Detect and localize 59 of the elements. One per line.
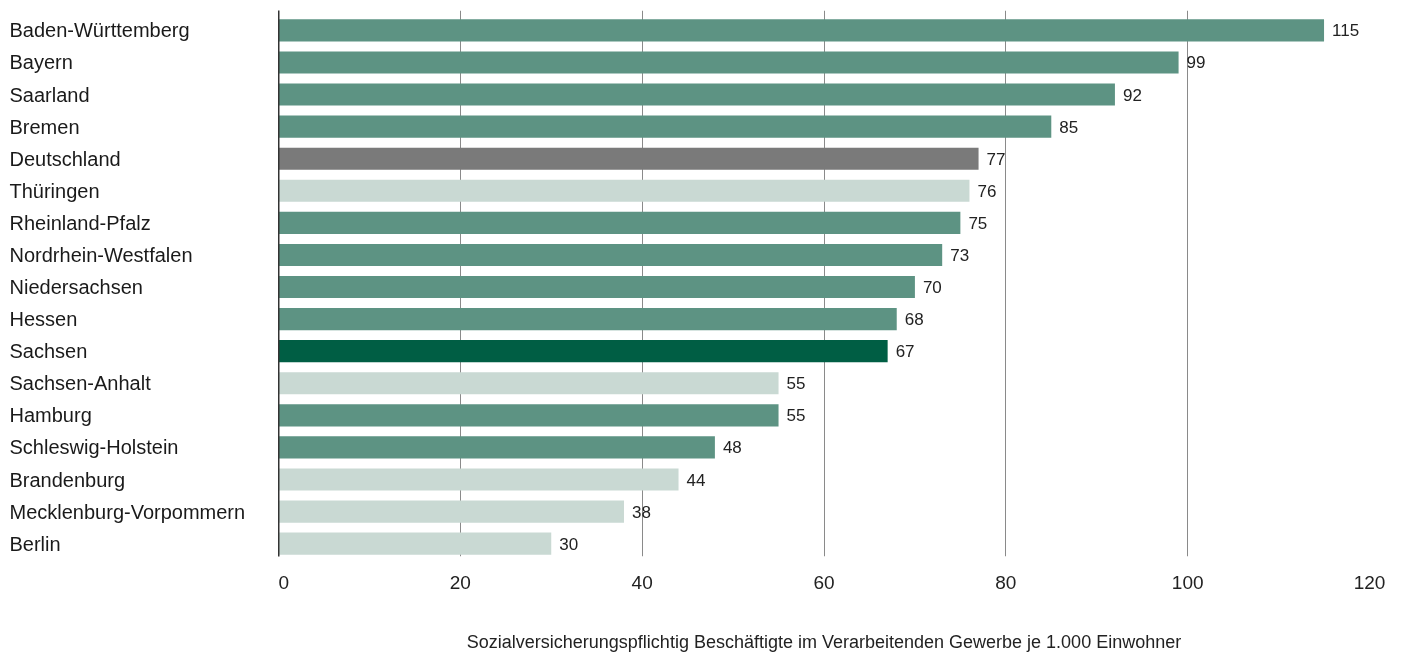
- bar: [278, 243, 943, 267]
- y-tick-label: Hamburg: [9, 404, 92, 427]
- y-tick-label: Bayern: [9, 51, 73, 74]
- y-tick-label: Schleswig-Holstein: [9, 436, 179, 459]
- x-tick-label: 80: [995, 571, 1017, 593]
- bar: [278, 51, 1179, 74]
- data-label: 115: [1332, 21, 1360, 41]
- bar: [278, 211, 961, 234]
- bar: [278, 275, 915, 299]
- data-label: 55: [786, 406, 806, 426]
- data-label: 55: [786, 374, 806, 394]
- bar: [278, 500, 624, 523]
- x-axis-title: Sozialversicherungspflichtig Beschäftigte im Verarbeitenden Gewerbe je 1.000 Einwohner: [466, 631, 1182, 652]
- bar: [278, 308, 897, 331]
- bar: [278, 436, 715, 459]
- data-label: 48: [722, 438, 742, 458]
- data-label: 85: [1059, 117, 1079, 137]
- data-label: 44: [686, 470, 706, 490]
- bar: [278, 19, 1325, 42]
- y-tick-label: Sachsen: [9, 340, 88, 363]
- data-label: 70: [922, 278, 942, 298]
- data-label: 68: [904, 310, 924, 330]
- x-tick-label: 20: [449, 571, 471, 593]
- y-tick-label: Mecklenburg-Vorpommern: [9, 500, 246, 523]
- y-tick-label: Brandenburg: [9, 468, 126, 491]
- data-label: 99: [1186, 53, 1206, 73]
- y-tick-label: Bremen: [9, 115, 80, 138]
- x-tick-label: 40: [631, 571, 653, 593]
- y-tick-label: Rheinland-Pfalz: [9, 211, 151, 234]
- data-label: 73: [950, 245, 970, 265]
- y-tick-label: Thüringen: [9, 179, 100, 202]
- x-tick-label: 100: [1171, 571, 1204, 593]
- bar: [278, 372, 779, 395]
- data-label: 67: [895, 342, 915, 362]
- x-tick-label: 120: [1353, 571, 1386, 593]
- data-label: 38: [631, 502, 651, 522]
- data-label: 75: [968, 213, 988, 233]
- y-tick-label: Saarland: [9, 83, 90, 106]
- bar: [278, 179, 970, 202]
- y-tick-label: Sachsen-Anhalt: [9, 372, 152, 395]
- y-tick-label: Nordrhein-Westfalen: [9, 243, 193, 266]
- x-tick-label: 60: [813, 571, 835, 593]
- data-label: 77: [986, 149, 1006, 169]
- bar: [278, 340, 888, 363]
- x-tick-label: 0: [278, 571, 290, 593]
- data-label: 92: [1122, 85, 1142, 105]
- y-tick-label: Hessen: [9, 308, 78, 331]
- y-tick-label: Niedersachsen: [9, 276, 143, 299]
- bar: [278, 532, 552, 555]
- data-label: 30: [559, 534, 579, 554]
- bar: [278, 404, 779, 427]
- y-tick-label: Baden-Württemberg: [9, 19, 190, 42]
- bar: [278, 468, 679, 491]
- y-tick-label: Berlin: [9, 532, 61, 555]
- bar: [278, 115, 1052, 138]
- y-tick-label: Deutschland: [9, 147, 121, 170]
- bar: [278, 147, 979, 170]
- data-label: 76: [977, 181, 997, 201]
- bar: [278, 83, 1115, 106]
